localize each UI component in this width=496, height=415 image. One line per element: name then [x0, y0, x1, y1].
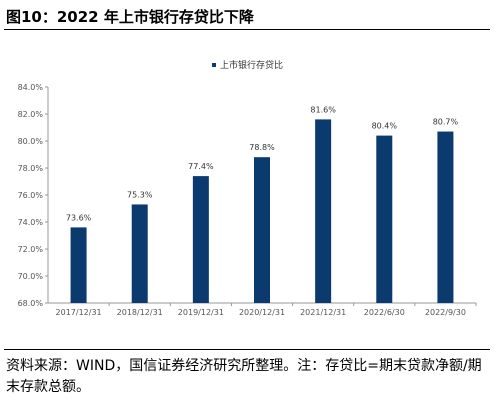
bar: [437, 131, 454, 303]
y-tick-label: 72.0%: [18, 245, 44, 254]
data-label: 75.3%: [127, 190, 153, 199]
data-label: 78.8%: [249, 143, 275, 152]
y-tick-label: 78.0%: [18, 164, 44, 173]
x-tick-label: 2022/6/30: [364, 308, 405, 317]
x-tick-label: 2019/12/31: [178, 308, 224, 317]
title-rule: [4, 29, 490, 30]
data-label: 80.7%: [433, 118, 459, 127]
bar: [70, 227, 87, 303]
bar-chart: 上市银行存贷比 68.0% 70.0% 72.0% 74.0% 76.0% 78.0% 80.…: [18, 59, 477, 317]
data-label: 77.4%: [188, 162, 214, 171]
data-label: 73.6%: [66, 213, 92, 222]
x-tick-label: 2021/12/31: [300, 308, 346, 317]
bar: [254, 157, 270, 303]
figure-title: 图10：2022 年上市银行存贷比下降: [6, 8, 254, 26]
x-tick-label: 2022/9/30: [425, 308, 466, 317]
data-label: 81.6%: [310, 105, 336, 114]
bar: [376, 135, 393, 303]
bar: [131, 204, 148, 303]
x-tick-label: 2017/12/31: [56, 308, 102, 317]
x-tick-label: 2018/12/31: [117, 308, 163, 317]
y-tick-label: 68.0%: [18, 299, 44, 308]
data-label: 80.4%: [372, 122, 398, 131]
y-tick-label: 80.0%: [18, 137, 44, 146]
legend-swatch: [212, 63, 216, 67]
bar: [315, 119, 332, 304]
y-tick-label: 74.0%: [18, 218, 44, 227]
y-tick-label: 76.0%: [18, 191, 44, 200]
y-tick-label: 70.0%: [18, 272, 44, 281]
x-tick-label: 2020/12/31: [239, 308, 285, 317]
source-note: 资料来源：WIND，国信证券经济研究所整理。注：存贷比=期末贷款净额/期末存款总…: [6, 358, 482, 395]
bar: [192, 176, 209, 303]
y-tick-label: 82.0%: [18, 110, 44, 119]
legend-label: 上市银行存贷比: [220, 59, 283, 71]
y-tick-label: 84.0%: [18, 83, 44, 92]
source-rule: [4, 349, 490, 350]
